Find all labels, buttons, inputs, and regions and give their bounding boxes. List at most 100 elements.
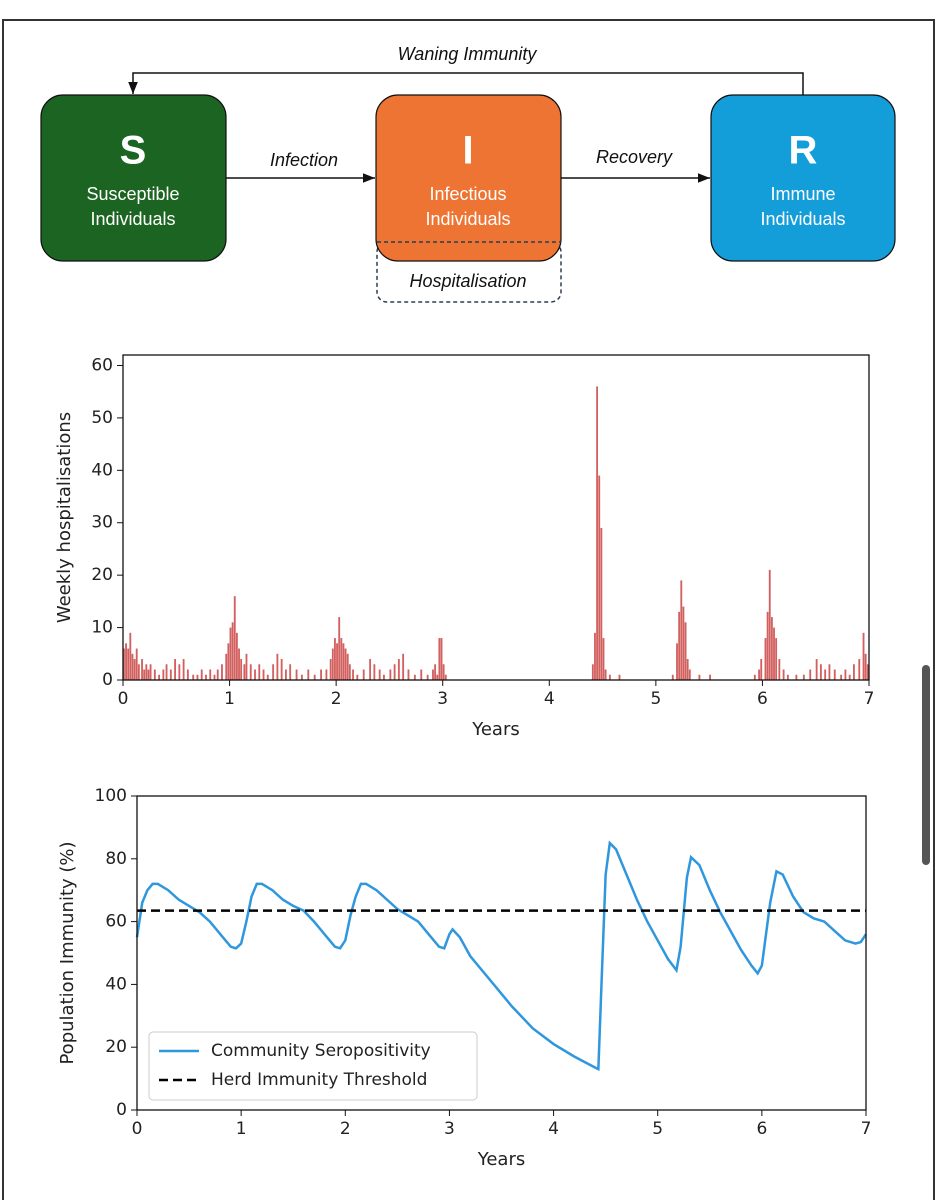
- bar: [127, 648, 130, 680]
- bar: [770, 617, 773, 680]
- bar: [254, 669, 256, 680]
- node-box: [710, 94, 896, 262]
- bar: [833, 669, 836, 680]
- bar: [200, 669, 203, 680]
- bar: [795, 674, 798, 680]
- series-line: [135, 840, 868, 1072]
- bar: [340, 638, 343, 680]
- bar: [344, 648, 347, 680]
- node-letter: S: [120, 129, 147, 173]
- bar: [768, 569, 771, 680]
- bar: [165, 664, 168, 680]
- bar: [778, 659, 781, 680]
- bar: [280, 659, 283, 680]
- bar: [402, 653, 405, 680]
- bar: [369, 659, 372, 680]
- bar: [397, 659, 400, 680]
- bar: [389, 669, 392, 680]
- bar: [809, 669, 812, 680]
- x-tick-label: 3: [444, 1119, 455, 1139]
- x-tick-label: 7: [864, 689, 875, 709]
- bar: [598, 475, 601, 680]
- bar: [129, 632, 132, 680]
- y-tick-label: 30: [91, 513, 113, 533]
- scrollbar: [922, 665, 930, 865]
- bar: [824, 669, 827, 680]
- bar: [686, 659, 689, 680]
- bar: [147, 669, 150, 680]
- bar: [866, 664, 869, 680]
- bar: [432, 669, 434, 680]
- x-tick-label: 5: [652, 1119, 663, 1139]
- frame: [2, 19, 935, 1204]
- bar: [858, 659, 861, 680]
- bar: [604, 669, 607, 680]
- bar: [162, 669, 165, 680]
- node-label: Infectious: [429, 184, 506, 204]
- bar: [233, 596, 236, 680]
- x-tick-label: 3: [437, 689, 448, 709]
- bar: [153, 669, 156, 680]
- bar: [352, 669, 354, 680]
- bar: [356, 674, 359, 680]
- bar: [235, 632, 238, 680]
- bar: [289, 664, 292, 680]
- bar: [131, 653, 134, 680]
- bar: [444, 674, 447, 680]
- bar: [773, 627, 775, 680]
- x-tick-label: 2: [340, 1119, 351, 1139]
- bar: [815, 659, 818, 680]
- bar: [213, 674, 216, 680]
- node-letter: R: [789, 129, 818, 173]
- bar: [348, 664, 351, 680]
- bar: [133, 659, 136, 680]
- legend-label: Herd Immunity Threshold: [211, 1070, 427, 1090]
- bar: [320, 669, 323, 680]
- bar: [378, 669, 381, 680]
- bar: [182, 659, 185, 680]
- axes-frame: [122, 354, 870, 681]
- edge-label: Recovery: [596, 147, 673, 167]
- x-tick-label: 6: [757, 689, 768, 709]
- bar: [434, 664, 437, 680]
- y-tick-label: 0: [102, 670, 113, 690]
- bar: [436, 674, 439, 680]
- x-tick-label: 4: [548, 1119, 559, 1139]
- hospitalisation-box: [376, 241, 562, 303]
- node-label: Immune: [770, 184, 835, 204]
- x-tick-label: 7: [861, 1119, 872, 1139]
- y-tick-label: 0: [116, 1100, 127, 1120]
- y-tick-label: 10: [91, 618, 113, 638]
- bar: [231, 622, 234, 680]
- node-label: Individuals: [90, 209, 175, 229]
- bar: [125, 643, 127, 680]
- bar: [684, 622, 687, 680]
- bar: [169, 669, 172, 680]
- bar: [245, 653, 248, 680]
- bar: [258, 664, 261, 680]
- bar: [594, 632, 596, 680]
- bar: [802, 674, 805, 680]
- bar: [137, 664, 140, 680]
- edge-label: Infection: [270, 150, 338, 170]
- bar: [680, 580, 683, 680]
- bar: [143, 669, 146, 680]
- node-label: Individuals: [760, 209, 845, 229]
- bar: [602, 638, 605, 680]
- bar: [135, 648, 138, 680]
- y-tick-label: 40: [91, 460, 113, 480]
- bar: [196, 674, 199, 680]
- bar: [192, 674, 195, 680]
- bar: [329, 659, 332, 680]
- bar: [682, 606, 685, 680]
- bar: [840, 674, 843, 680]
- bar: [786, 674, 789, 680]
- bar: [596, 386, 599, 680]
- y-tick-label: 50: [91, 408, 113, 428]
- bar: [407, 669, 410, 680]
- bar: [413, 674, 416, 680]
- bar: [307, 669, 310, 680]
- bar: [342, 643, 345, 680]
- bar: [844, 669, 847, 680]
